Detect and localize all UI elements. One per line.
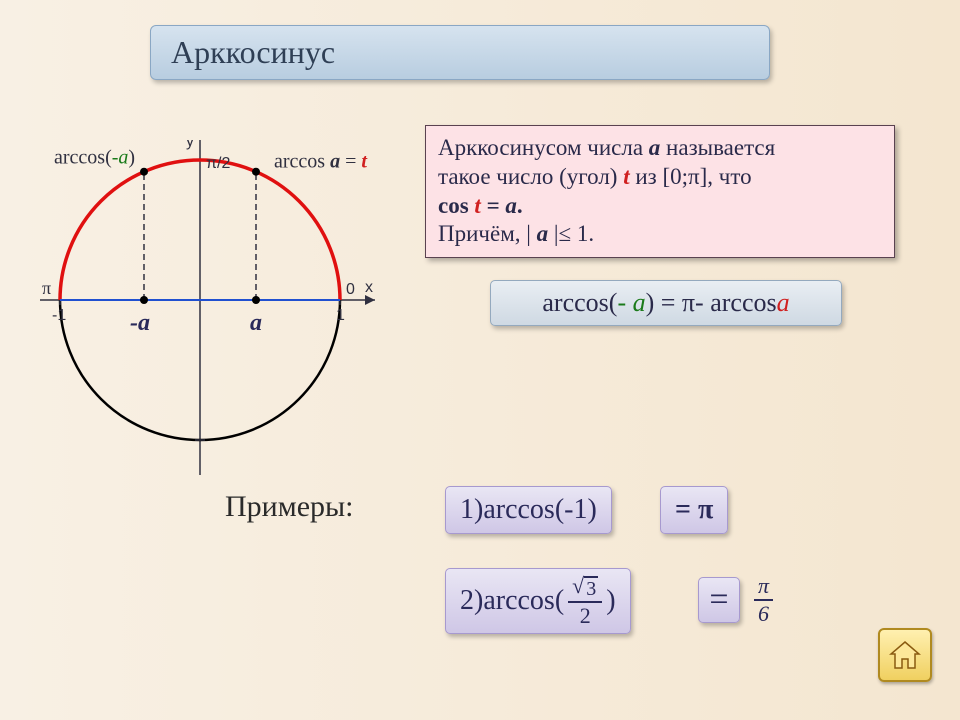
example-1-text: 1)arccos(-1): [460, 494, 597, 526]
example-2-fraction: 3 2: [568, 573, 602, 629]
home-button[interactable]: [878, 628, 932, 682]
def-l1-post: называется: [660, 135, 775, 160]
svg-text:arccos(-а): arccos(-а): [54, 147, 135, 169]
arccos-diagram: y x π/2 π 0 -1 1 a -a arccos а = t arccos(-а): [40, 140, 420, 490]
sqrt-icon: 3: [572, 573, 598, 601]
formula-box: arccos(- a) = π- arccos a: [490, 280, 842, 326]
def-l2-post: из [0;π], что: [630, 164, 752, 189]
title-box: Арккосинус: [150, 25, 770, 80]
example-1-box[interactable]: 1)arccos(-1): [445, 486, 612, 534]
svg-text:arccos а = t: arccos а = t: [274, 151, 368, 173]
example-2-result: = π 6: [698, 568, 777, 632]
svg-text:0: 0: [346, 281, 355, 298]
svg-text:x: x: [365, 279, 373, 296]
examples-label: Примеры:: [225, 490, 354, 524]
svg-text:1: 1: [336, 307, 345, 324]
formula-mid: ) = π- arccos: [646, 288, 777, 318]
example-2-box[interactable]: 2)arccos( 3 2 ): [445, 568, 631, 634]
def-l4-a: a: [537, 221, 549, 246]
svg-text:-a: -a: [130, 310, 150, 336]
formula-neg: - a: [617, 288, 645, 318]
example-1-result-box[interactable]: = π: [660, 486, 728, 534]
home-icon: [889, 640, 921, 670]
svg-text:π/2: π/2: [206, 155, 230, 172]
def-l3-cos: cos: [438, 193, 474, 218]
equals-box[interactable]: =: [698, 577, 740, 623]
def-l4-post: |≤ 1.: [548, 221, 594, 246]
example-2-pre: 2)arccos(: [460, 585, 564, 617]
title-text: Арккосинус: [171, 34, 335, 71]
svg-text:y: y: [186, 140, 194, 150]
def-l3-eq: =: [481, 193, 506, 218]
example-1-result: = π: [675, 494, 713, 526]
formula-a: a: [777, 288, 790, 318]
definition-box: Арккосинусом числа а называется такое чи…: [425, 125, 895, 258]
svg-text:-1: -1: [52, 307, 66, 324]
example-2-post: ): [606, 585, 615, 617]
formula-pre: arccos(: [542, 288, 617, 318]
example-2-result-fraction: π 6: [754, 573, 773, 627]
def-l2-pre: такое число (угол): [438, 164, 623, 189]
def-l3-dot: .: [517, 193, 523, 218]
svg-text:π: π: [42, 278, 51, 298]
def-l1-a: а: [649, 135, 661, 160]
def-l1-pre: Арккосинусом числа: [438, 135, 649, 160]
svg-text:a: a: [250, 310, 262, 336]
def-l3-a: a: [505, 193, 517, 218]
def-l4-pre: Причём, |: [438, 221, 537, 246]
